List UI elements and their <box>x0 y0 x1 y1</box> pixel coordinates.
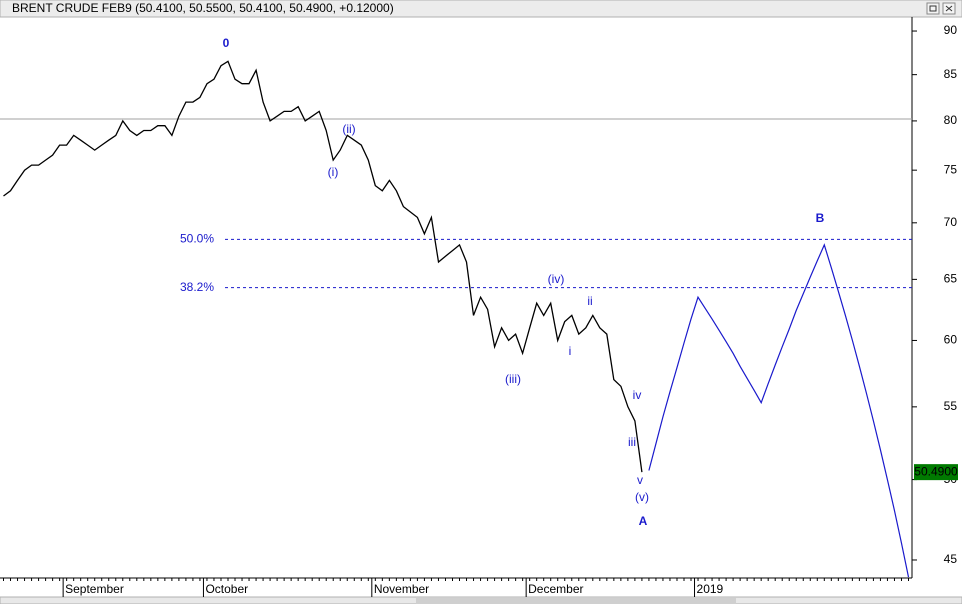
wave-label: (i) <box>328 165 339 179</box>
x-tick-label: 2019 <box>697 582 724 596</box>
scroll-thumb[interactable] <box>416 598 736 604</box>
x-tick-label: December <box>528 582 583 596</box>
y-tick-label: 45 <box>944 552 958 566</box>
close-icon <box>945 5 953 12</box>
projection-line <box>648 243 910 578</box>
wave-label: ii <box>587 294 592 308</box>
y-tick-label: 55 <box>944 399 958 413</box>
wave-label: A <box>639 514 648 528</box>
wave-label: iii <box>628 435 636 449</box>
wave-label: 0 <box>223 36 230 50</box>
y-tick-label: 60 <box>944 333 958 347</box>
price-line <box>3 60 643 473</box>
wave-label: (ii) <box>342 122 355 136</box>
wave-label: (iii) <box>505 372 521 386</box>
last-price-label: 50.4900 <box>914 464 958 478</box>
wave-label: i <box>569 344 572 358</box>
wave-label: v <box>637 473 643 487</box>
x-tick-label: October <box>205 582 248 596</box>
wave-label: (v) <box>635 490 649 504</box>
restore-button[interactable] <box>926 2 940 15</box>
y-tick-label: 70 <box>944 215 958 229</box>
x-tick-label: September <box>65 582 124 596</box>
y-tick-label: 65 <box>944 272 958 286</box>
wave-label: (iv) <box>548 272 565 286</box>
last-price-box <box>914 464 958 481</box>
wave-label: B <box>816 211 825 225</box>
fib-level-label: 50.0% <box>180 232 214 246</box>
y-tick-label: 80 <box>944 113 958 127</box>
y-tick-label: 85 <box>944 67 958 81</box>
restore-icon <box>929 5 937 12</box>
chart-title: BRENT CRUDE FEB9 (50.4100, 50.5500, 50.4… <box>12 1 394 15</box>
x-tick-label: November <box>374 582 429 596</box>
header-bar <box>0 0 962 18</box>
y-tick-label: 90 <box>944 23 958 37</box>
fib-level-label: 38.2% <box>180 280 214 294</box>
y-tick-label: 75 <box>944 162 958 176</box>
wave-label: iv <box>633 388 642 402</box>
